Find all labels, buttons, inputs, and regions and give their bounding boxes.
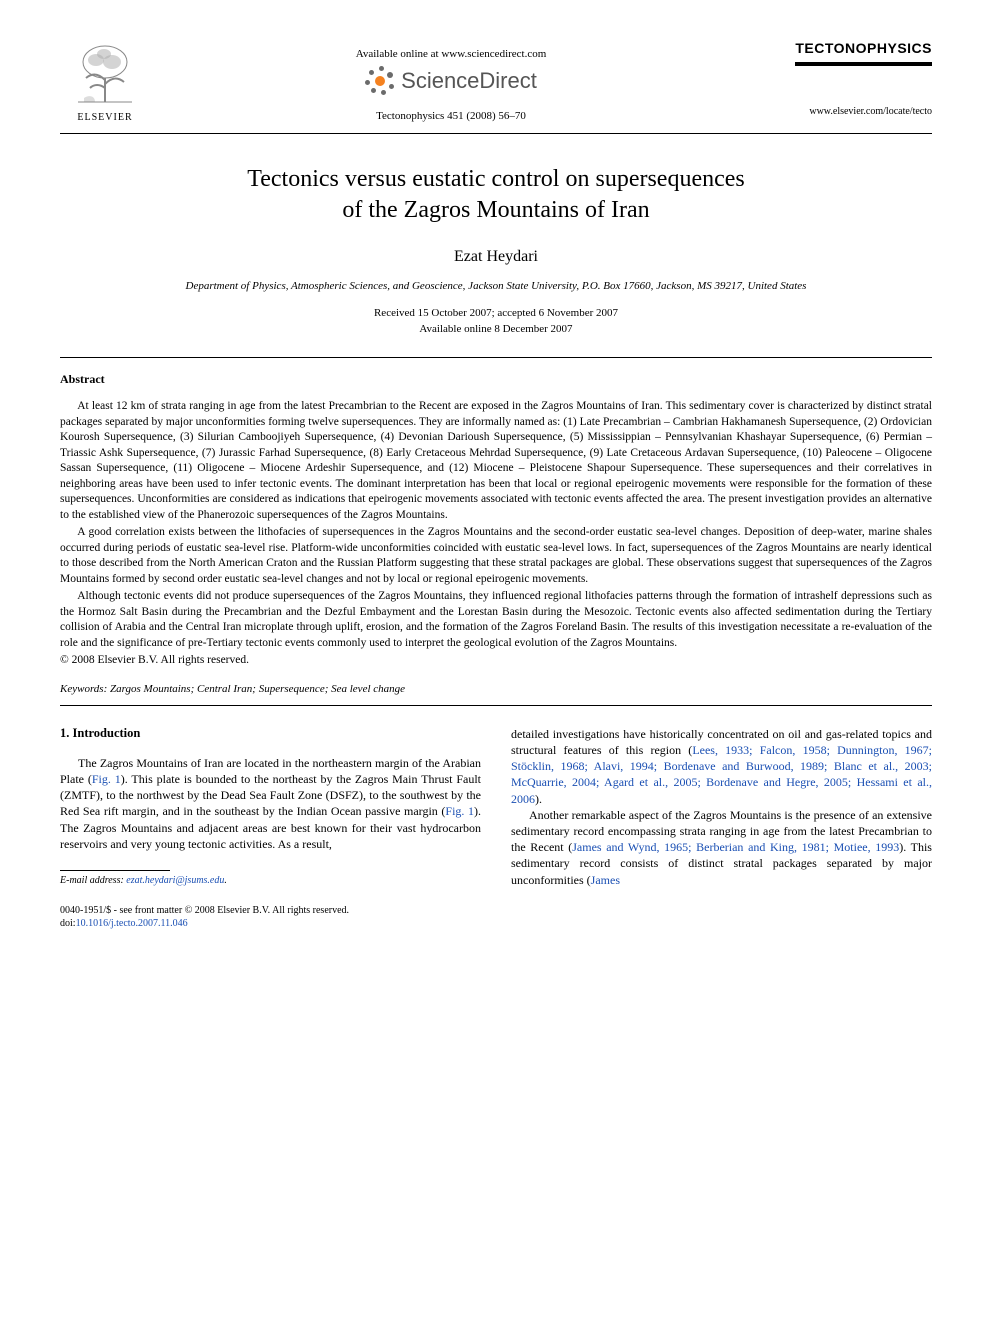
article-title: Tectonics versus eustatic control on sup… (60, 164, 932, 226)
email-link[interactable]: ezat.heydari@jsums.edu (126, 875, 224, 886)
available-online-text: Available online at www.sciencedirect.co… (150, 48, 752, 60)
doi-label: doi: (60, 918, 76, 929)
article-dates: Received 15 October 2007; accepted 6 Nov… (60, 306, 932, 337)
header-rule (60, 133, 932, 134)
keywords-line: Keywords: Zargos Mountains; Central Iran… (60, 683, 932, 695)
publisher-logo-block: ELSEVIER (60, 40, 150, 123)
footnote-rule (60, 870, 170, 871)
journal-title: TECTONOPHYSICS (795, 40, 932, 66)
abstract-p1: At least 12 km of strata ranging in age … (60, 399, 932, 523)
abstract-body: At least 12 km of strata ranging in age … (60, 399, 932, 669)
abstract-copyright: © 2008 Elsevier B.V. All rights reserved… (60, 653, 932, 669)
center-header: Available online at www.sciencedirect.co… (150, 40, 752, 122)
title-line-2: of the Zagros Mountains of Iran (342, 197, 649, 223)
intro-paragraph-2: Another remarkable aspect of the Zagros … (511, 807, 932, 888)
journal-url: www.elsevier.com/locate/tecto (752, 106, 932, 117)
intro-text-2b: ). (535, 792, 542, 806)
email-footnote: E-mail address: ezat.heydari@jsums.edu. (60, 875, 481, 886)
received-date: Received 15 October 2007; accepted 6 Nov… (374, 307, 618, 319)
journal-reference: Tectonophysics 451 (2008) 56–70 (150, 110, 752, 122)
author-affiliation: Department of Physics, Atmospheric Scien… (60, 280, 932, 292)
abstract-p2: A good correlation exists between the li… (60, 525, 932, 587)
cite-ref-3[interactable]: James (591, 873, 620, 887)
publisher-label: ELSEVIER (77, 112, 132, 123)
abstract-top-rule (60, 357, 932, 358)
author-name: Ezat Heydari (60, 248, 932, 266)
journal-block: TECTONOPHYSICS www.elsevier.com/locate/t… (752, 40, 932, 117)
title-line-1: Tectonics versus eustatic control on sup… (247, 166, 745, 192)
intro-paragraph-1: The Zagros Mountains of Iran are located… (60, 755, 481, 852)
abstract-heading: Abstract (60, 372, 932, 387)
available-online-date: Available online 8 December 2007 (419, 323, 572, 335)
right-column: detailed investigations have historicall… (511, 726, 932, 930)
footer-doi-line: doi:10.1016/j.tecto.2007.11.046 (60, 917, 481, 930)
email-period: . (224, 875, 227, 886)
fig-ref-1a[interactable]: Fig. 1 (92, 772, 121, 786)
elsevier-tree-icon (70, 40, 140, 110)
email-label: E-mail address: (60, 875, 124, 886)
doi-link[interactable]: 10.1016/j.tecto.2007.11.046 (76, 918, 188, 929)
abstract-p3: Although tectonic events did not produce… (60, 589, 932, 651)
keywords-items: Zargos Mountains; Central Iran; Superseq… (110, 683, 405, 695)
intro-heading: 1. Introduction (60, 726, 481, 741)
fig-ref-1b[interactable]: Fig. 1 (445, 804, 474, 818)
page-header: ELSEVIER Available online at www.science… (60, 40, 932, 123)
left-column: 1. Introduction The Zagros Mountains of … (60, 726, 481, 930)
keywords-label: Keywords: (60, 683, 107, 695)
keywords-rule (60, 705, 932, 706)
body-columns: 1. Introduction The Zagros Mountains of … (60, 726, 932, 930)
footer-block: 0040-1951/$ - see front matter © 2008 El… (60, 904, 481, 930)
sciencedirect-logo: ScienceDirect (150, 66, 752, 96)
cite-ref-2[interactable]: James and Wynd, 1965; Berberian and King… (572, 840, 899, 854)
intro-paragraph-1-cont: detailed investigations have historicall… (511, 726, 932, 807)
sd-brand-text: ScienceDirect (401, 68, 537, 94)
sd-dots-icon (365, 66, 395, 96)
intro-text-1b: ). This plate is bounded to the northeas… (60, 772, 481, 818)
footer-line-1: 0040-1951/$ - see front matter © 2008 El… (60, 904, 481, 917)
